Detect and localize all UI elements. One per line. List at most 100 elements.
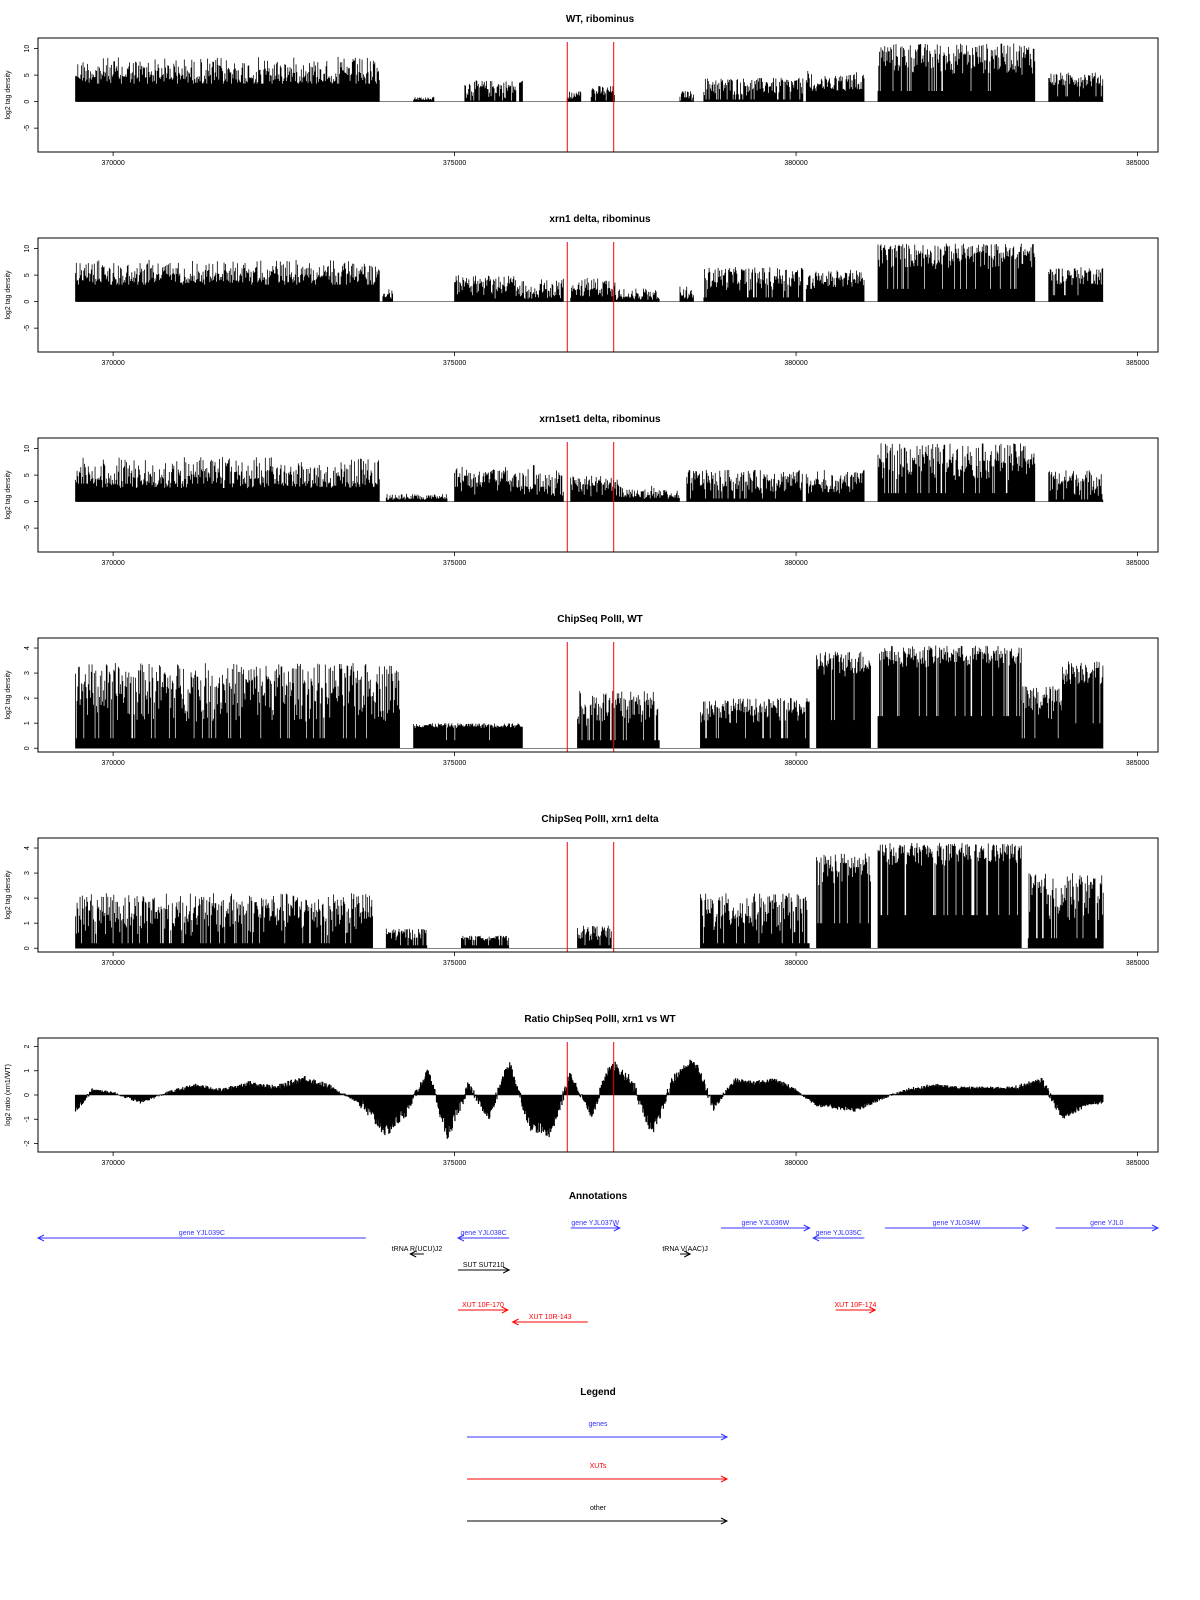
feature-label: gene YJL036W xyxy=(741,1220,789,1227)
feature-label: gene YJL037W xyxy=(571,1220,619,1227)
legend-title: Legend xyxy=(580,1387,616,1398)
arrow-right-icon xyxy=(720,1517,729,1525)
arrow-right-icon xyxy=(501,1306,509,1314)
x-tick-label: 385000 xyxy=(1126,560,1149,567)
arrow-right-icon xyxy=(803,1224,811,1232)
arrow-left-icon xyxy=(511,1318,519,1326)
x-tick-label: 375000 xyxy=(443,760,466,767)
arrow-right-icon xyxy=(502,1266,511,1274)
x-tick-label: 370000 xyxy=(101,560,124,567)
y-tick-label: -5 xyxy=(24,525,31,531)
x-tick-label: 375000 xyxy=(443,360,466,367)
arrow-right-icon xyxy=(1022,1224,1030,1232)
x-tick-label: 385000 xyxy=(1126,1160,1149,1167)
annotation-feature: gene YJL0 xyxy=(1055,1220,1160,1232)
panel-title: ChipSeq PolII, xrn1 delta xyxy=(541,814,659,825)
density-bars xyxy=(75,645,1104,749)
panels: WT, ribominus log2 tag density 370000 37500… xyxy=(5,14,1159,1167)
density-bars xyxy=(75,843,1104,949)
feature-label: gene YJL038C xyxy=(461,1230,507,1237)
annotation-feature: XUT 10R-143 xyxy=(511,1314,588,1326)
panel-5: ChipSeq PolII, xrn1 delta log2 tag densit… xyxy=(5,814,1159,967)
x-tick-label: 385000 xyxy=(1126,160,1149,167)
y-tick-label: 0 xyxy=(24,300,31,304)
panel-2: xrn1 delta, ribominus log2 tag density 370… xyxy=(5,214,1159,367)
x-tick-label: 385000 xyxy=(1126,360,1149,367)
y-tick-label: 3 xyxy=(24,671,31,675)
y-axis-label: log2 ratio (xrn1/WT) xyxy=(5,1064,12,1126)
data-marks xyxy=(74,1059,1104,1139)
x-tick-label: 375000 xyxy=(443,960,466,967)
y-tick-label: 0 xyxy=(24,746,31,750)
panel-1: WT, ribominus log2 tag density 370000 37500… xyxy=(5,14,1159,167)
y-tick-label: 4 xyxy=(24,846,31,850)
data-marks xyxy=(75,645,1104,749)
y-axis-label: log2 tag density xyxy=(5,270,12,320)
feature-label: tRNA V(AAC)J xyxy=(662,1246,708,1253)
panel-6: Ratio ChipSeq PolII, xrn1 vs WT log2 rati… xyxy=(5,1014,1159,1167)
y-tick-label: 0 xyxy=(24,1093,31,1097)
x-tick-label: 380000 xyxy=(784,160,807,167)
legend-item: XUTs xyxy=(467,1463,729,1483)
y-tick-label: 0 xyxy=(24,500,31,504)
legend-label: XUTs xyxy=(590,1463,607,1470)
x-tick-label: 370000 xyxy=(101,160,124,167)
arrow-right-icon xyxy=(1151,1224,1160,1232)
panel-title: WT, ribominus xyxy=(566,14,635,25)
y-tick-label: 1 xyxy=(24,1069,31,1073)
density-bars xyxy=(75,243,1104,302)
panel-4: ChipSeq PolII, WT log2 tag density 370000 3… xyxy=(5,614,1159,767)
y-tick-label: -1 xyxy=(24,1116,31,1122)
x-tick-label: 370000 xyxy=(101,360,124,367)
x-tick-label: 370000 xyxy=(101,960,124,967)
y-tick-label: 3 xyxy=(24,871,31,875)
y-axis-label: log2 tag density xyxy=(5,470,12,520)
x-tick-label: 380000 xyxy=(784,760,807,767)
annotation-feature: gene YJL035C xyxy=(812,1230,865,1242)
x-tick-label: 375000 xyxy=(443,560,466,567)
y-tick-label: 5 xyxy=(24,73,31,77)
y-tick-label: 5 xyxy=(24,273,31,277)
feature-label: gene YJL039C xyxy=(179,1230,225,1237)
feature-label: XUT 10F-174 xyxy=(835,1302,877,1309)
feature-label: gene YJL035C xyxy=(816,1230,862,1237)
annotation-feature: tRNA V(AAC)J xyxy=(662,1246,708,1258)
y-tick-label: 0 xyxy=(24,946,31,950)
y-tick-label: 5 xyxy=(24,473,31,477)
legend-label: other xyxy=(590,1505,607,1512)
x-tick-label: 375000 xyxy=(443,1160,466,1167)
panel-3: xrn1set1 delta, ribominus log2 tag densit… xyxy=(5,414,1159,567)
arrow-right-icon xyxy=(613,1224,621,1232)
panel-title: xrn1set1 delta, ribominus xyxy=(539,414,661,425)
y-tick-label: -2 xyxy=(24,1140,31,1146)
annotation-feature: tRNA R(UCU)J2 xyxy=(392,1246,443,1258)
feature-label: gene YJL034W xyxy=(933,1220,981,1227)
y-tick-label: 1 xyxy=(24,721,31,725)
density-bars xyxy=(75,443,1104,502)
feature-label: tRNA R(UCU)J2 xyxy=(392,1246,443,1253)
arrow-right-icon xyxy=(720,1433,729,1441)
arrow-left-icon xyxy=(456,1234,465,1242)
data-marks xyxy=(75,443,1104,502)
ratio-area xyxy=(74,1059,1104,1139)
arrow-right-icon xyxy=(720,1475,729,1483)
legend-label: genes xyxy=(588,1421,608,1428)
annotation-feature: SUT SUT210 xyxy=(458,1262,511,1274)
panel-title: xrn1 delta, ribominus xyxy=(549,214,651,225)
panel-title: Ratio ChipSeq PolII, xrn1 vs WT xyxy=(524,1014,675,1025)
y-tick-label: 0 xyxy=(24,100,31,104)
x-tick-label: 385000 xyxy=(1126,960,1149,967)
annotation-feature: gene YJL034W xyxy=(884,1220,1030,1232)
legend-item: genes xyxy=(467,1421,729,1441)
annotation-feature: XUT 10F-174 xyxy=(835,1302,877,1314)
y-tick-label: -5 xyxy=(24,325,31,331)
arrow-left-icon xyxy=(812,1234,820,1242)
data-marks xyxy=(75,843,1104,949)
y-axis-label: log2 tag density xyxy=(5,70,12,120)
annotation-feature: gene YJL037W xyxy=(570,1220,621,1232)
x-tick-label: 380000 xyxy=(784,360,807,367)
y-tick-label: 10 xyxy=(24,445,31,453)
x-tick-label: 380000 xyxy=(784,1160,807,1167)
x-tick-label: 380000 xyxy=(784,960,807,967)
